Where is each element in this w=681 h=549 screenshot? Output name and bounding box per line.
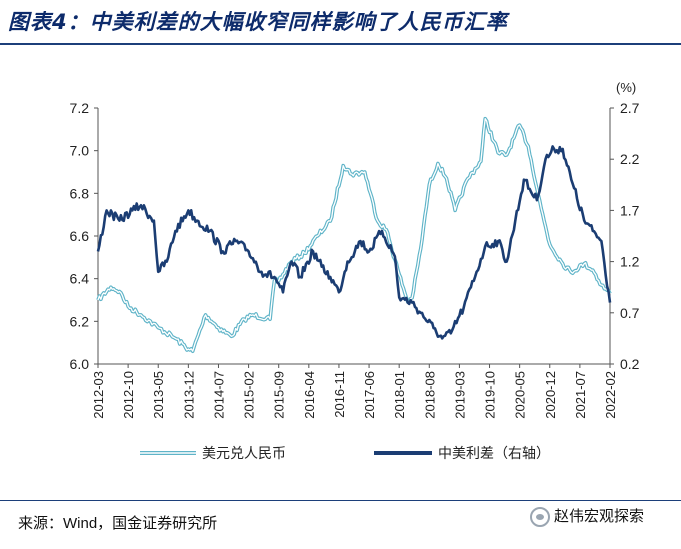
left-tick-label: 6.2	[70, 313, 90, 329]
x-tick-label: 2017-06	[362, 371, 377, 419]
wechat-badge: 赵伟宏观探索	[530, 505, 644, 527]
x-tick-label: 2013-12	[181, 371, 196, 419]
right-tick-label: 0.7	[620, 305, 640, 321]
x-tick-label: 2014-07	[211, 371, 226, 419]
chart-title: 图表4：中美利差的大幅收窄同样影响了人民币汇率	[8, 10, 508, 34]
left-tick-label: 6.4	[70, 271, 90, 287]
right-tick-label: 2.7	[620, 100, 640, 116]
legend-label-usdcny: 美元兑人民币	[202, 446, 286, 462]
x-tick-label: 2018-01	[392, 371, 407, 419]
footer-divider	[0, 500, 681, 501]
chart-legend: 美元兑人民币 中美利差（右轴）	[140, 446, 550, 462]
x-tick-label: 2020-12	[543, 371, 558, 419]
x-tick-label: 2020-05	[513, 371, 528, 419]
wechat-icon	[530, 506, 550, 527]
x-tick-label: 2019-03	[452, 371, 467, 419]
right-tick-label: 1.7	[620, 202, 640, 218]
x-tick-label: 2021-07	[573, 371, 588, 419]
source-note: 来源：Wind，国金证券研究所	[18, 515, 218, 532]
right-tick-label: 0.2	[620, 356, 640, 372]
badge-label: 赵伟宏观探索	[554, 507, 645, 525]
left-tick-label: 6.8	[70, 185, 90, 201]
x-tick-label: 2012-03	[91, 371, 106, 419]
chart-series	[96, 116, 612, 353]
right-tick-label: 1.2	[620, 254, 640, 270]
x-tick-label: 2018-08	[422, 371, 437, 419]
left-tick-label: 6.0	[70, 356, 90, 372]
x-tick-label: 2019-10	[483, 371, 498, 419]
x-tick-label: 2016-04	[302, 371, 317, 419]
x-tick-label: 2015-02	[242, 371, 257, 419]
usdcny-line-inner	[97, 118, 611, 352]
x-tick-label: 2022-02	[603, 371, 618, 419]
x-tick-label: 2013-05	[151, 371, 166, 419]
x-tick-label: 2016-11	[332, 371, 347, 418]
left-tick-label: 7.2	[70, 100, 90, 116]
chart: 6.0 6.2 6.4 6.6 6.8 7.0 7.2 0.2 0.7 1.2 1.7 2.2 2.7 (…	[70, 80, 640, 462]
spread-line	[96, 145, 612, 340]
x-tick-label: 2012-10	[121, 371, 136, 419]
title-divider	[0, 43, 681, 45]
left-tick-label: 7.0	[70, 143, 90, 159]
right-tick-label: 2.2	[620, 151, 640, 167]
chart-axes: 6.0 6.2 6.4 6.6 6.8 7.0 7.2 0.2 0.7 1.2 1.7 2.2 2.7 (…	[70, 80, 640, 419]
left-tick-label: 6.6	[70, 228, 90, 244]
x-tick-label: 2015-09	[272, 371, 287, 419]
legend-label-spread: 中美利差（右轴）	[438, 446, 550, 462]
right-axis-unit: (%)	[616, 80, 636, 95]
